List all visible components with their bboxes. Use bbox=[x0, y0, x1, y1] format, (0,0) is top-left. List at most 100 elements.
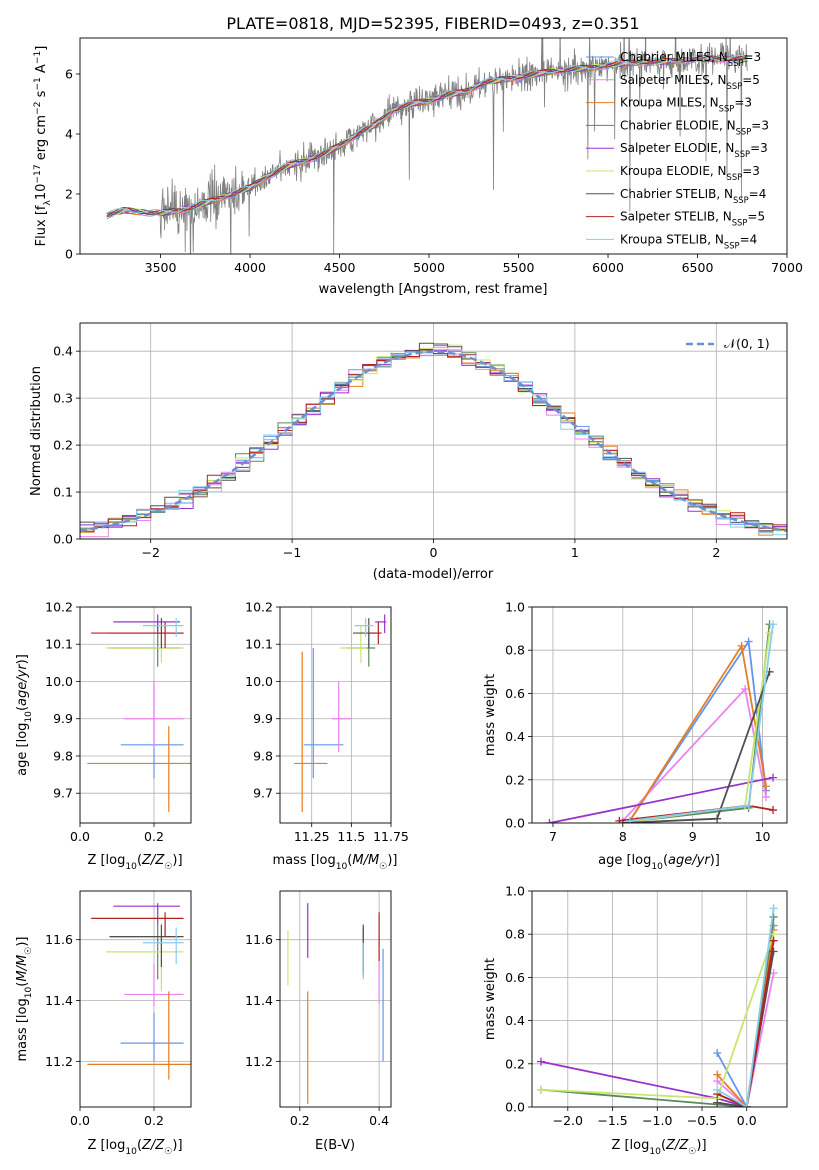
axes-frame bbox=[279, 606, 392, 824]
x-tick-label: −1.5 bbox=[597, 1113, 627, 1128]
mass-weight-line bbox=[622, 671, 771, 823]
mass-weight-marker bbox=[741, 685, 750, 694]
legend-entry: Kroupa ELODIE, NSSP=3 bbox=[620, 164, 760, 182]
y-tick-label: 4 bbox=[65, 127, 73, 142]
x-tick-label: 1 bbox=[571, 545, 579, 560]
mass-weight-marker bbox=[615, 816, 624, 823]
mass-weight-marker bbox=[762, 793, 771, 802]
y-tick-label: 0.0 bbox=[505, 816, 525, 831]
mass-weight-line bbox=[716, 908, 775, 1107]
x-tick-label: 11.75 bbox=[373, 829, 409, 844]
x-tick-label: 7000 bbox=[771, 260, 803, 275]
x-tick-label: 5000 bbox=[413, 260, 445, 275]
y-axis-label: Normed distribution bbox=[29, 366, 44, 496]
x-tick-label: 0.2 bbox=[144, 829, 164, 844]
x-tick-label: −2 bbox=[141, 545, 159, 560]
plot-area bbox=[80, 891, 191, 1107]
y-axis-label: Flux [fλ10−17 erg cm−2 s−1 A−1] bbox=[33, 46, 53, 247]
legend-entry: Kroupa STELIB, NSSP=4 bbox=[620, 232, 757, 250]
y-tick-label: 11.6 bbox=[45, 932, 73, 947]
axes-frame bbox=[531, 890, 788, 1108]
plot-area bbox=[532, 891, 787, 1107]
x-axis-label: age [log10(age/yr)] bbox=[598, 853, 720, 872]
y-tick-label: 1.0 bbox=[505, 600, 525, 615]
x-tick-label: 10 bbox=[755, 829, 771, 844]
mass-weight-marker bbox=[769, 969, 778, 978]
y-tick-label: 0.4 bbox=[505, 1013, 525, 1028]
x-tick-label: 0 bbox=[430, 545, 438, 560]
mass-weight-marker bbox=[744, 801, 753, 810]
y-tick-label: 0.2 bbox=[53, 438, 73, 453]
mass-weight-marker bbox=[713, 1098, 722, 1107]
mass-weight-marker bbox=[713, 1049, 722, 1057]
y-tick-label: 0.3 bbox=[53, 391, 73, 406]
y-tick-label: 0.6 bbox=[505, 970, 525, 985]
x-tick-label: 4500 bbox=[324, 260, 356, 275]
axes-massweight-vs-Z: −2.0 −1.5 −1.0 −0.5 0.0 0.0 0.2 0.4 0.6 0.8 1.0 Z [… bbox=[483, 884, 788, 1157]
y-tick-label: 0.0 bbox=[505, 1100, 525, 1115]
x-tick-label: 3500 bbox=[145, 260, 177, 275]
mass-weight-line bbox=[716, 972, 775, 1107]
axes-age-vs-Z: 0.0 0.2 9.7 9.8 9.9 10.0 10.1 10.2 Z [log10(Z/Z☉… bbox=[15, 600, 192, 872]
axes-mass-vs-Z: 0.0 0.2 11.2 11.4 11.6 Z [log10(Z/Z☉)] mass [l… bbox=[15, 890, 192, 1157]
plot-area bbox=[532, 607, 787, 823]
axes-spectrum: 3500 4000 4500 5000 5500 6000 6500 7000 0 2 4 6 wave… bbox=[33, 37, 803, 297]
plot-area bbox=[280, 891, 391, 1107]
mass-weight-marker bbox=[769, 773, 778, 782]
y-tick-label: 0.1 bbox=[53, 485, 73, 500]
mass-weight-line bbox=[716, 940, 775, 1107]
mass-weight-marker bbox=[769, 947, 778, 956]
mass-weight-marker bbox=[625, 816, 634, 823]
legend-entry: 𝒩(0, 1) bbox=[724, 336, 770, 351]
x-tick-label: 0.0 bbox=[737, 1113, 757, 1128]
y-tick-label: 0.2 bbox=[505, 1056, 525, 1071]
legend-entry: Salpeter ELODIE, NSSP=3 bbox=[620, 141, 768, 159]
x-tick-label: 7 bbox=[549, 829, 557, 844]
model-spectrum-line bbox=[106, 55, 748, 217]
axes-residuals: −2 −1 0 1 2 0.0 0.1 0.2 0.3 0.4 (data-model)/error… bbox=[29, 322, 788, 582]
y-tick-label: 10.0 bbox=[45, 674, 73, 689]
mass-weight-marker bbox=[744, 637, 753, 646]
y-tick-label: 0.4 bbox=[53, 344, 73, 359]
axes-frame bbox=[531, 606, 788, 824]
y-axis-label: mass weight bbox=[483, 958, 498, 1040]
y-tick-label: 2 bbox=[65, 187, 73, 202]
mass-weight-marker bbox=[769, 620, 778, 629]
plot-area bbox=[106, 38, 748, 254]
mass-weight-line bbox=[629, 643, 767, 822]
y-tick-label: 0.2 bbox=[505, 772, 525, 787]
legend-entry: Chabrier ELODIE, NSSP=3 bbox=[620, 118, 769, 136]
residual-histogram bbox=[80, 342, 787, 532]
axes-massweight-vs-age: 7 8 9 10 0.0 0.2 0.4 0.6 0.8 1.0 age [log10(age/yr… bbox=[483, 600, 788, 872]
normal-curve bbox=[80, 350, 787, 533]
x-axis-label: E(B-V) bbox=[315, 1138, 355, 1153]
mass-weight-line bbox=[540, 1060, 747, 1107]
x-tick-label: 8 bbox=[619, 829, 627, 844]
y-tick-label: 9.7 bbox=[253, 786, 273, 801]
figure-title: PLATE=0818, MJD=52395, FIBERID=0493, z=0… bbox=[226, 14, 639, 33]
plot-area bbox=[80, 607, 191, 823]
x-tick-label: 11.5 bbox=[337, 829, 365, 844]
axes-frame bbox=[79, 606, 192, 824]
mass-weight-marker bbox=[737, 641, 746, 650]
x-tick-label: 6500 bbox=[682, 260, 714, 275]
y-tick-label: 11.4 bbox=[245, 993, 273, 1008]
plot-area bbox=[80, 323, 787, 539]
residual-histogram bbox=[80, 348, 787, 536]
y-tick-label: 9.9 bbox=[253, 711, 273, 726]
x-axis-label: wavelength [Angstrom, rest frame] bbox=[319, 282, 548, 297]
y-tick-label: 11.2 bbox=[245, 1054, 273, 1069]
y-axis-label: age [log10(age/yr)] bbox=[15, 654, 34, 776]
legend-entry: Kroupa MILES, NSSP=3 bbox=[620, 96, 752, 114]
mass-weight-marker bbox=[742, 1103, 751, 1107]
model-spectrum-line bbox=[106, 54, 748, 214]
plot-area bbox=[280, 607, 391, 823]
mass-weight-marker bbox=[545, 819, 554, 823]
mass-weight-line bbox=[716, 929, 775, 1107]
y-tick-label: 0 bbox=[65, 247, 73, 262]
y-tick-label: 11.2 bbox=[45, 1054, 73, 1069]
legend-entry: Salpeter MILES, NSSP=5 bbox=[620, 73, 760, 91]
mass-weight-marker bbox=[713, 1070, 722, 1079]
axes-frame bbox=[79, 322, 788, 540]
